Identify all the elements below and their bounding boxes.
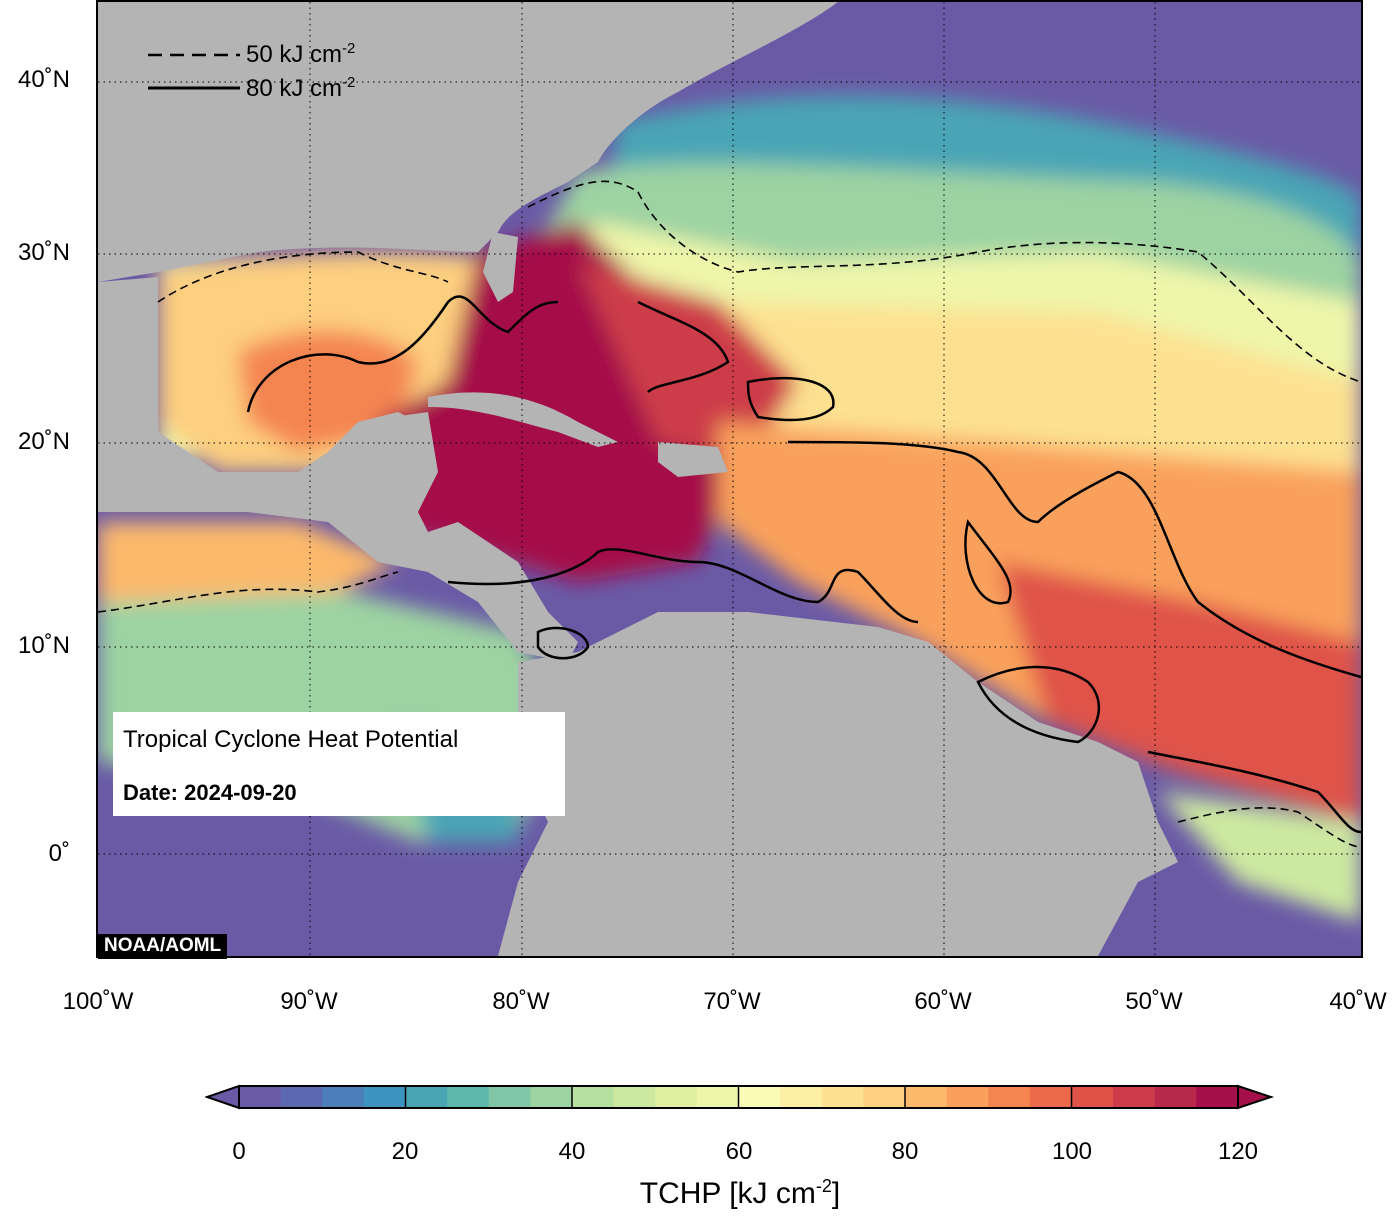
colorbar-tick-80: 80 xyxy=(891,1138,919,1165)
contour-80 xyxy=(246,295,1361,834)
colorbar-bin xyxy=(239,1086,282,1108)
land-masses xyxy=(98,2,1178,956)
colorbar-bin xyxy=(405,1086,448,1108)
lon-label-80w: 80˚W xyxy=(492,988,550,1015)
colorbar-bin xyxy=(863,1086,906,1108)
colorbar-tick-120: 120 xyxy=(1217,1138,1259,1165)
colorbar-bin xyxy=(613,1086,656,1108)
colorbar-bin xyxy=(572,1086,615,1108)
colorbar-tick-0: 0 xyxy=(232,1138,246,1165)
lon-label-50w: 50˚W xyxy=(1125,988,1183,1015)
colorbar-bin xyxy=(1113,1086,1156,1108)
date-label: Date: 2024-09-20 xyxy=(123,780,297,805)
colorbar-title: TCHP [kJ cm-2] xyxy=(639,1176,841,1210)
lat-label-40n: 40˚N xyxy=(17,66,70,93)
lat-label-20n: 20˚N xyxy=(17,428,70,455)
colorbar-bin xyxy=(1196,1086,1239,1108)
colorbar-tick-20: 20 xyxy=(391,1138,419,1165)
colorbar-bin xyxy=(946,1086,989,1108)
colorbar-bin xyxy=(1071,1086,1114,1108)
colorbar-bin xyxy=(821,1086,864,1108)
colorbar-bin xyxy=(530,1086,573,1108)
colorbar-bin xyxy=(696,1086,739,1108)
colorbar-bin xyxy=(738,1086,781,1108)
colorbar-tick-60: 60 xyxy=(725,1138,753,1165)
colorbar-bin xyxy=(988,1086,1031,1108)
lon-label-100w: 100˚W xyxy=(62,988,134,1015)
colorbar-tick-40: 40 xyxy=(558,1138,586,1165)
lat-label-0: 0˚ xyxy=(48,840,70,867)
colorbar-bin xyxy=(322,1086,365,1108)
legend-50-label: 50 kJ cm-2 xyxy=(246,40,356,68)
colorbar-bin xyxy=(488,1086,531,1108)
colorbar-bin xyxy=(280,1086,323,1108)
lat-label-10n: 10˚N xyxy=(17,632,70,659)
graticule xyxy=(98,2,1361,956)
colorbar-bin xyxy=(447,1086,490,1108)
colorbar-bin xyxy=(780,1086,823,1108)
contour-legend: 50 kJ cm-2 80 kJ cm-2 xyxy=(148,40,408,106)
lon-label-70w: 70˚W xyxy=(703,988,761,1015)
lon-label-60w: 60˚W xyxy=(914,988,972,1015)
contour-legend-lines xyxy=(148,53,240,90)
colorbar-under-arrow xyxy=(205,1084,240,1110)
lat-label-30n: 30˚N xyxy=(17,239,70,266)
legend-80-label: 80 kJ cm-2 xyxy=(246,74,356,102)
colorbar-bin xyxy=(1154,1086,1197,1108)
credit-label: NOAA/AOML xyxy=(98,934,228,959)
colorbar-over-arrow xyxy=(1237,1084,1275,1110)
map-title: Tropical Cyclone Heat Potential xyxy=(123,726,459,753)
colorbar-bin xyxy=(655,1086,698,1108)
contour-50 xyxy=(98,180,1361,848)
colorbar-tick-100: 100 xyxy=(1051,1138,1093,1165)
lon-label-40w: 40˚W xyxy=(1329,988,1387,1015)
lon-label-90w: 90˚W xyxy=(280,988,338,1015)
colorbar-bin xyxy=(905,1086,948,1108)
colorbar-bin xyxy=(363,1086,406,1108)
colorbar xyxy=(205,1084,1275,1110)
colorbar-bin xyxy=(1029,1086,1072,1108)
info-box: Tropical Cyclone Heat Potential Date: 20… xyxy=(113,712,565,816)
